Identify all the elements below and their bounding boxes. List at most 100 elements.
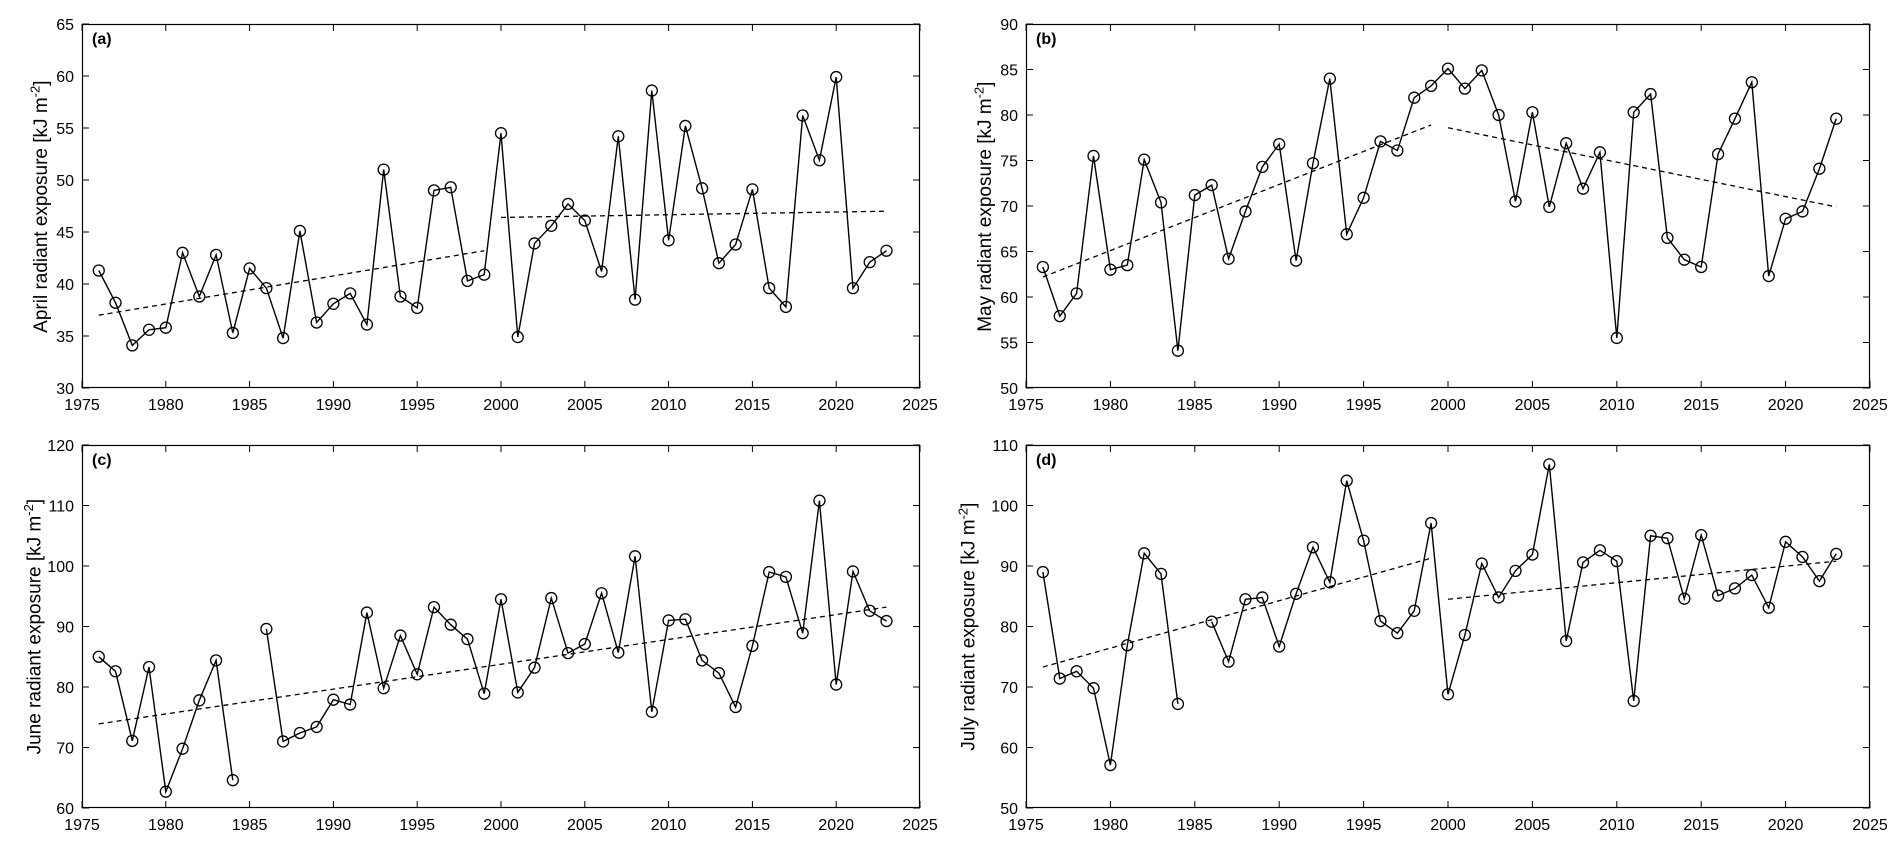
y-tick-label: 85: [1000, 63, 1018, 80]
data-point: [1053, 672, 1066, 685]
data-point: [377, 682, 390, 695]
data-point: [1458, 628, 1472, 642]
y-tick-label: 35: [56, 329, 74, 346]
y-axis-label-end: ]: [958, 502, 980, 508]
data-point: [645, 84, 658, 97]
y-axis-label-end: ]: [24, 498, 46, 505]
data-point: [1070, 665, 1083, 678]
data-point: [444, 181, 457, 194]
data-point: [1728, 582, 1742, 595]
data-point: [846, 282, 860, 295]
x-tick-label: 1990: [1261, 397, 1297, 414]
panel-label: (b): [1036, 31, 1056, 48]
data-point: [1408, 91, 1421, 104]
data-point: [1070, 287, 1083, 300]
data-point: [578, 637, 591, 651]
data-point: [1289, 587, 1303, 600]
x-tick-label: 2020: [1768, 817, 1804, 834]
data-point: [1391, 627, 1404, 640]
data-point: [612, 130, 625, 143]
data-point: [327, 693, 340, 706]
series-line: [98, 76, 887, 347]
y-tick-label: 120: [47, 438, 74, 455]
data-point: [478, 268, 491, 281]
panel-label: (a): [92, 31, 112, 48]
y-axis-label: June radiant exposure [kJ m-2]: [21, 499, 46, 755]
panel-label: (d): [1036, 452, 1056, 469]
data-point: [1374, 135, 1387, 148]
data-point: [243, 262, 256, 275]
data-point: [1779, 212, 1792, 225]
data-point: [142, 660, 156, 674]
data-point: [1509, 195, 1522, 208]
y-tick-label: 75: [1000, 154, 1018, 171]
data-point: [1678, 592, 1691, 605]
data-point: [1644, 87, 1657, 101]
data-point: [1053, 309, 1066, 323]
data-point: [1475, 557, 1488, 570]
data-point: [193, 290, 206, 303]
y-tick-label: 110: [992, 438, 1018, 455]
data-point: [763, 565, 776, 579]
data-point: [1256, 160, 1269, 174]
data-point: [193, 694, 206, 707]
x-tick-label: 2025: [902, 397, 938, 414]
data-point: [377, 163, 390, 176]
data-point: [1745, 76, 1758, 89]
y-axis-label-text: July radiant exposure [kJ m: [958, 519, 980, 751]
x-tick-label: 1990: [316, 397, 352, 414]
data-point: [1391, 144, 1404, 157]
data-point: [1560, 634, 1573, 648]
data-point: [92, 650, 105, 663]
x-tick-label: 2015: [1683, 817, 1719, 834]
x-tick-label: 2000: [1430, 397, 1466, 414]
data-point: [1357, 534, 1370, 547]
y-tick-label: 60: [1000, 741, 1018, 758]
y-tick-label: 50: [56, 173, 74, 190]
x-tick-label: 2010: [651, 817, 687, 834]
data-point: [830, 70, 843, 84]
data-point: [126, 734, 139, 747]
y-tick-label: 30: [56, 381, 74, 398]
data-point: [1154, 567, 1168, 581]
y-axis-label: July radiant exposure [kJ m-2]: [955, 503, 980, 751]
data-point: [595, 587, 608, 600]
data-point: [1424, 79, 1438, 93]
data-point: [226, 774, 239, 787]
data-point: [461, 633, 474, 646]
x-tick-label: 2000: [483, 397, 519, 414]
x-tick-label: 2005: [567, 397, 603, 414]
chart-panel-a: 1975 1980 1985 1990 1995 2000 2005 2010 2015 2020…: [56, 17, 938, 414]
trend-line: [98, 250, 485, 316]
y-axis-label-end: ]: [30, 79, 52, 86]
data-point: [830, 678, 843, 691]
data-point: [1711, 589, 1725, 602]
x-tick-label: 2010: [1599, 817, 1635, 834]
data-point: [1205, 178, 1218, 192]
data-point: [1610, 555, 1623, 568]
data-point: [1576, 182, 1590, 195]
data-point: [1171, 344, 1185, 357]
y-tick-label: 55: [1000, 336, 1018, 353]
data-point: [1762, 269, 1775, 283]
y-axis-label-exponent: -2: [955, 507, 971, 520]
data-point: [729, 700, 742, 714]
data-point: [863, 256, 876, 269]
trend-line: [500, 210, 887, 219]
data-point: [679, 613, 692, 626]
data-point: [796, 109, 809, 122]
data-point: [763, 282, 776, 295]
data-point: [1593, 146, 1607, 159]
data-point: [1796, 550, 1809, 564]
data-point: [1104, 263, 1117, 276]
data-point: [1138, 547, 1151, 560]
x-tick-label: 1990: [1261, 817, 1297, 834]
data-point: [176, 246, 189, 259]
x-tick-label: 2025: [1852, 397, 1888, 414]
y-tick-label: 90: [1000, 559, 1018, 576]
data-point: [528, 237, 541, 250]
y-axis-label-text: May radiant exposure [kJ m: [974, 97, 996, 332]
y-tick-label: 70: [1000, 680, 1018, 697]
y-tick-label: 70: [1000, 199, 1018, 216]
x-tick-label: 1995: [1346, 817, 1382, 834]
